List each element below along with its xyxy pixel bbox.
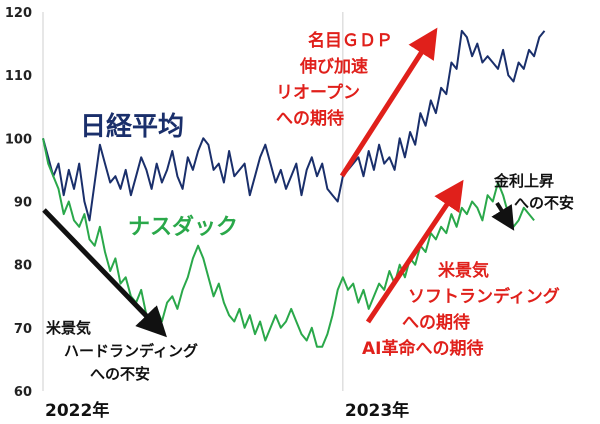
annotation-line: 米景気 — [438, 260, 489, 281]
annotation-line: 伸び加速 — [299, 56, 368, 77]
annotation-line: への不安 — [514, 194, 574, 212]
annotation-line: 米景気 — [46, 319, 91, 337]
x-tick-label: 2023年 — [345, 400, 409, 421]
annotation-hard-landing: 米景気 ハードランディング への不安 — [46, 319, 198, 383]
arrow-hard-landing — [42, 208, 167, 338]
arrow-gdp — [339, 27, 438, 178]
y-tick-label: 60 — [14, 385, 32, 400]
y-tick-label: 80 — [14, 259, 32, 274]
series-line-nasdaq — [42, 138, 535, 348]
x-axis-ticks: 2022年 2023年 — [45, 400, 409, 421]
series-label-nasdaq: ナスダック — [128, 214, 238, 240]
annotation-line: への期待 — [402, 312, 470, 333]
vertical-grid — [42, 12, 344, 391]
series-label-nikkei: 日経平均 — [80, 111, 184, 142]
arrow-soft-landing — [365, 179, 464, 324]
annotation-line: 金利上昇 — [493, 172, 554, 190]
annotation-line: リオープン — [276, 82, 360, 103]
annotation-line: への不安 — [90, 365, 150, 383]
series-lines — [42, 29, 546, 348]
annotation-line: ハードランディング — [64, 342, 198, 360]
annotation-line: 名目ＧＤＰ — [308, 30, 393, 51]
y-tick-label: 90 — [14, 196, 32, 211]
annotation-line: AI革命への期待 — [362, 338, 483, 359]
annotation-line: への期待 — [276, 108, 344, 129]
annotation-line: ソフトランディング — [408, 286, 560, 307]
annotation-gdp: 名目ＧＤＰ 伸び加速 リオープン への期待 — [276, 30, 393, 129]
y-tick-label: 100 — [5, 132, 32, 147]
arrow-rate-hike — [491, 201, 515, 231]
y-tick-label: 120 — [5, 6, 32, 21]
series-line-nikkei — [42, 29, 546, 222]
y-axis-ticks: 60 70 80 90 100 110 120 — [5, 6, 32, 400]
x-tick-label: 2022年 — [45, 400, 109, 421]
annotation-rate-hike: 金利上昇 への不安 — [493, 172, 574, 212]
annotation-soft-landing: 米景気 ソフトランディング への期待 AI革命への期待 — [362, 260, 560, 359]
y-tick-label: 70 — [14, 322, 32, 337]
y-tick-label: 110 — [5, 69, 32, 84]
